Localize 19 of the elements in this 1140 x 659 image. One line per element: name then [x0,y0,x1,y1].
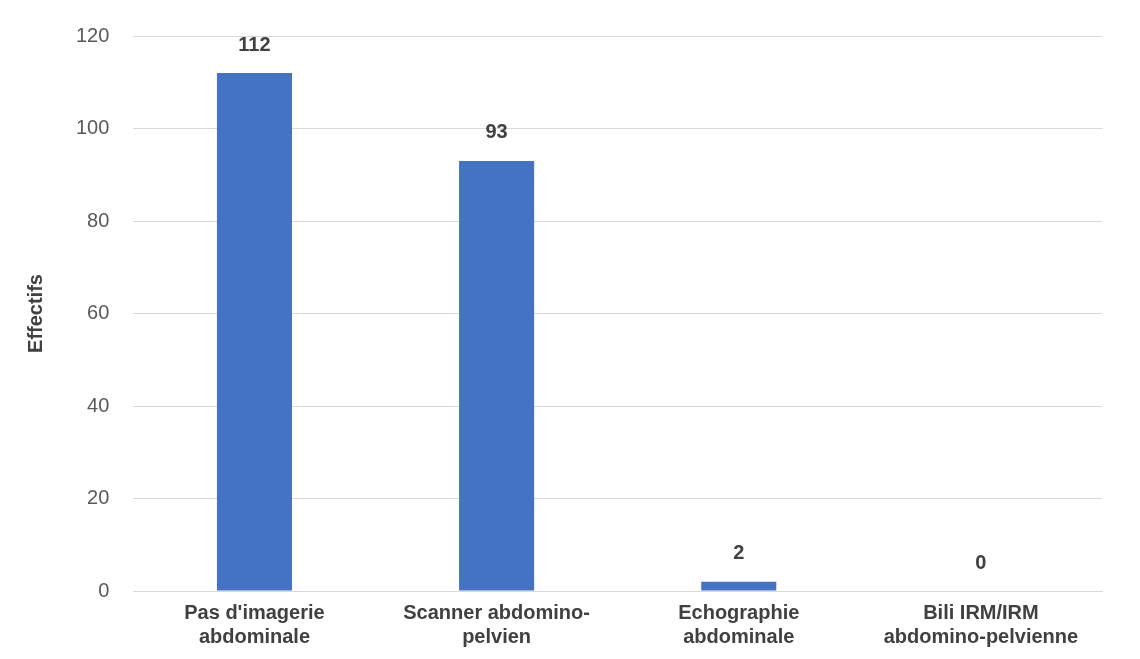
x-tick-label: Scanner abdomino-pelvien [403,600,590,647]
data-label: 112 [238,32,271,55]
bar [701,581,777,591]
x-tick-label: Echographie abdominale [678,600,800,647]
y-tick-label: 80 [87,208,110,231]
y-tick-label: 40 [87,393,110,416]
data-label: 0 [975,550,987,573]
y-axis-title: Effectifs [23,274,46,353]
y-tick-label: 60 [87,301,110,324]
x-tick-label: Pas d'imagerie abdominale [184,600,325,647]
x-tick-label: Bili IRM/IRM abdomino-pelvienne [883,600,1079,647]
y-tick-label: 100 [75,116,110,139]
bar [216,73,292,591]
data-label: 2 [733,541,745,564]
y-tick-label: 20 [87,486,110,509]
y-tick-label: 0 [98,578,110,601]
bar [459,160,535,591]
y-tick-label: 120 [75,23,110,46]
data-label: 93 [485,120,508,143]
